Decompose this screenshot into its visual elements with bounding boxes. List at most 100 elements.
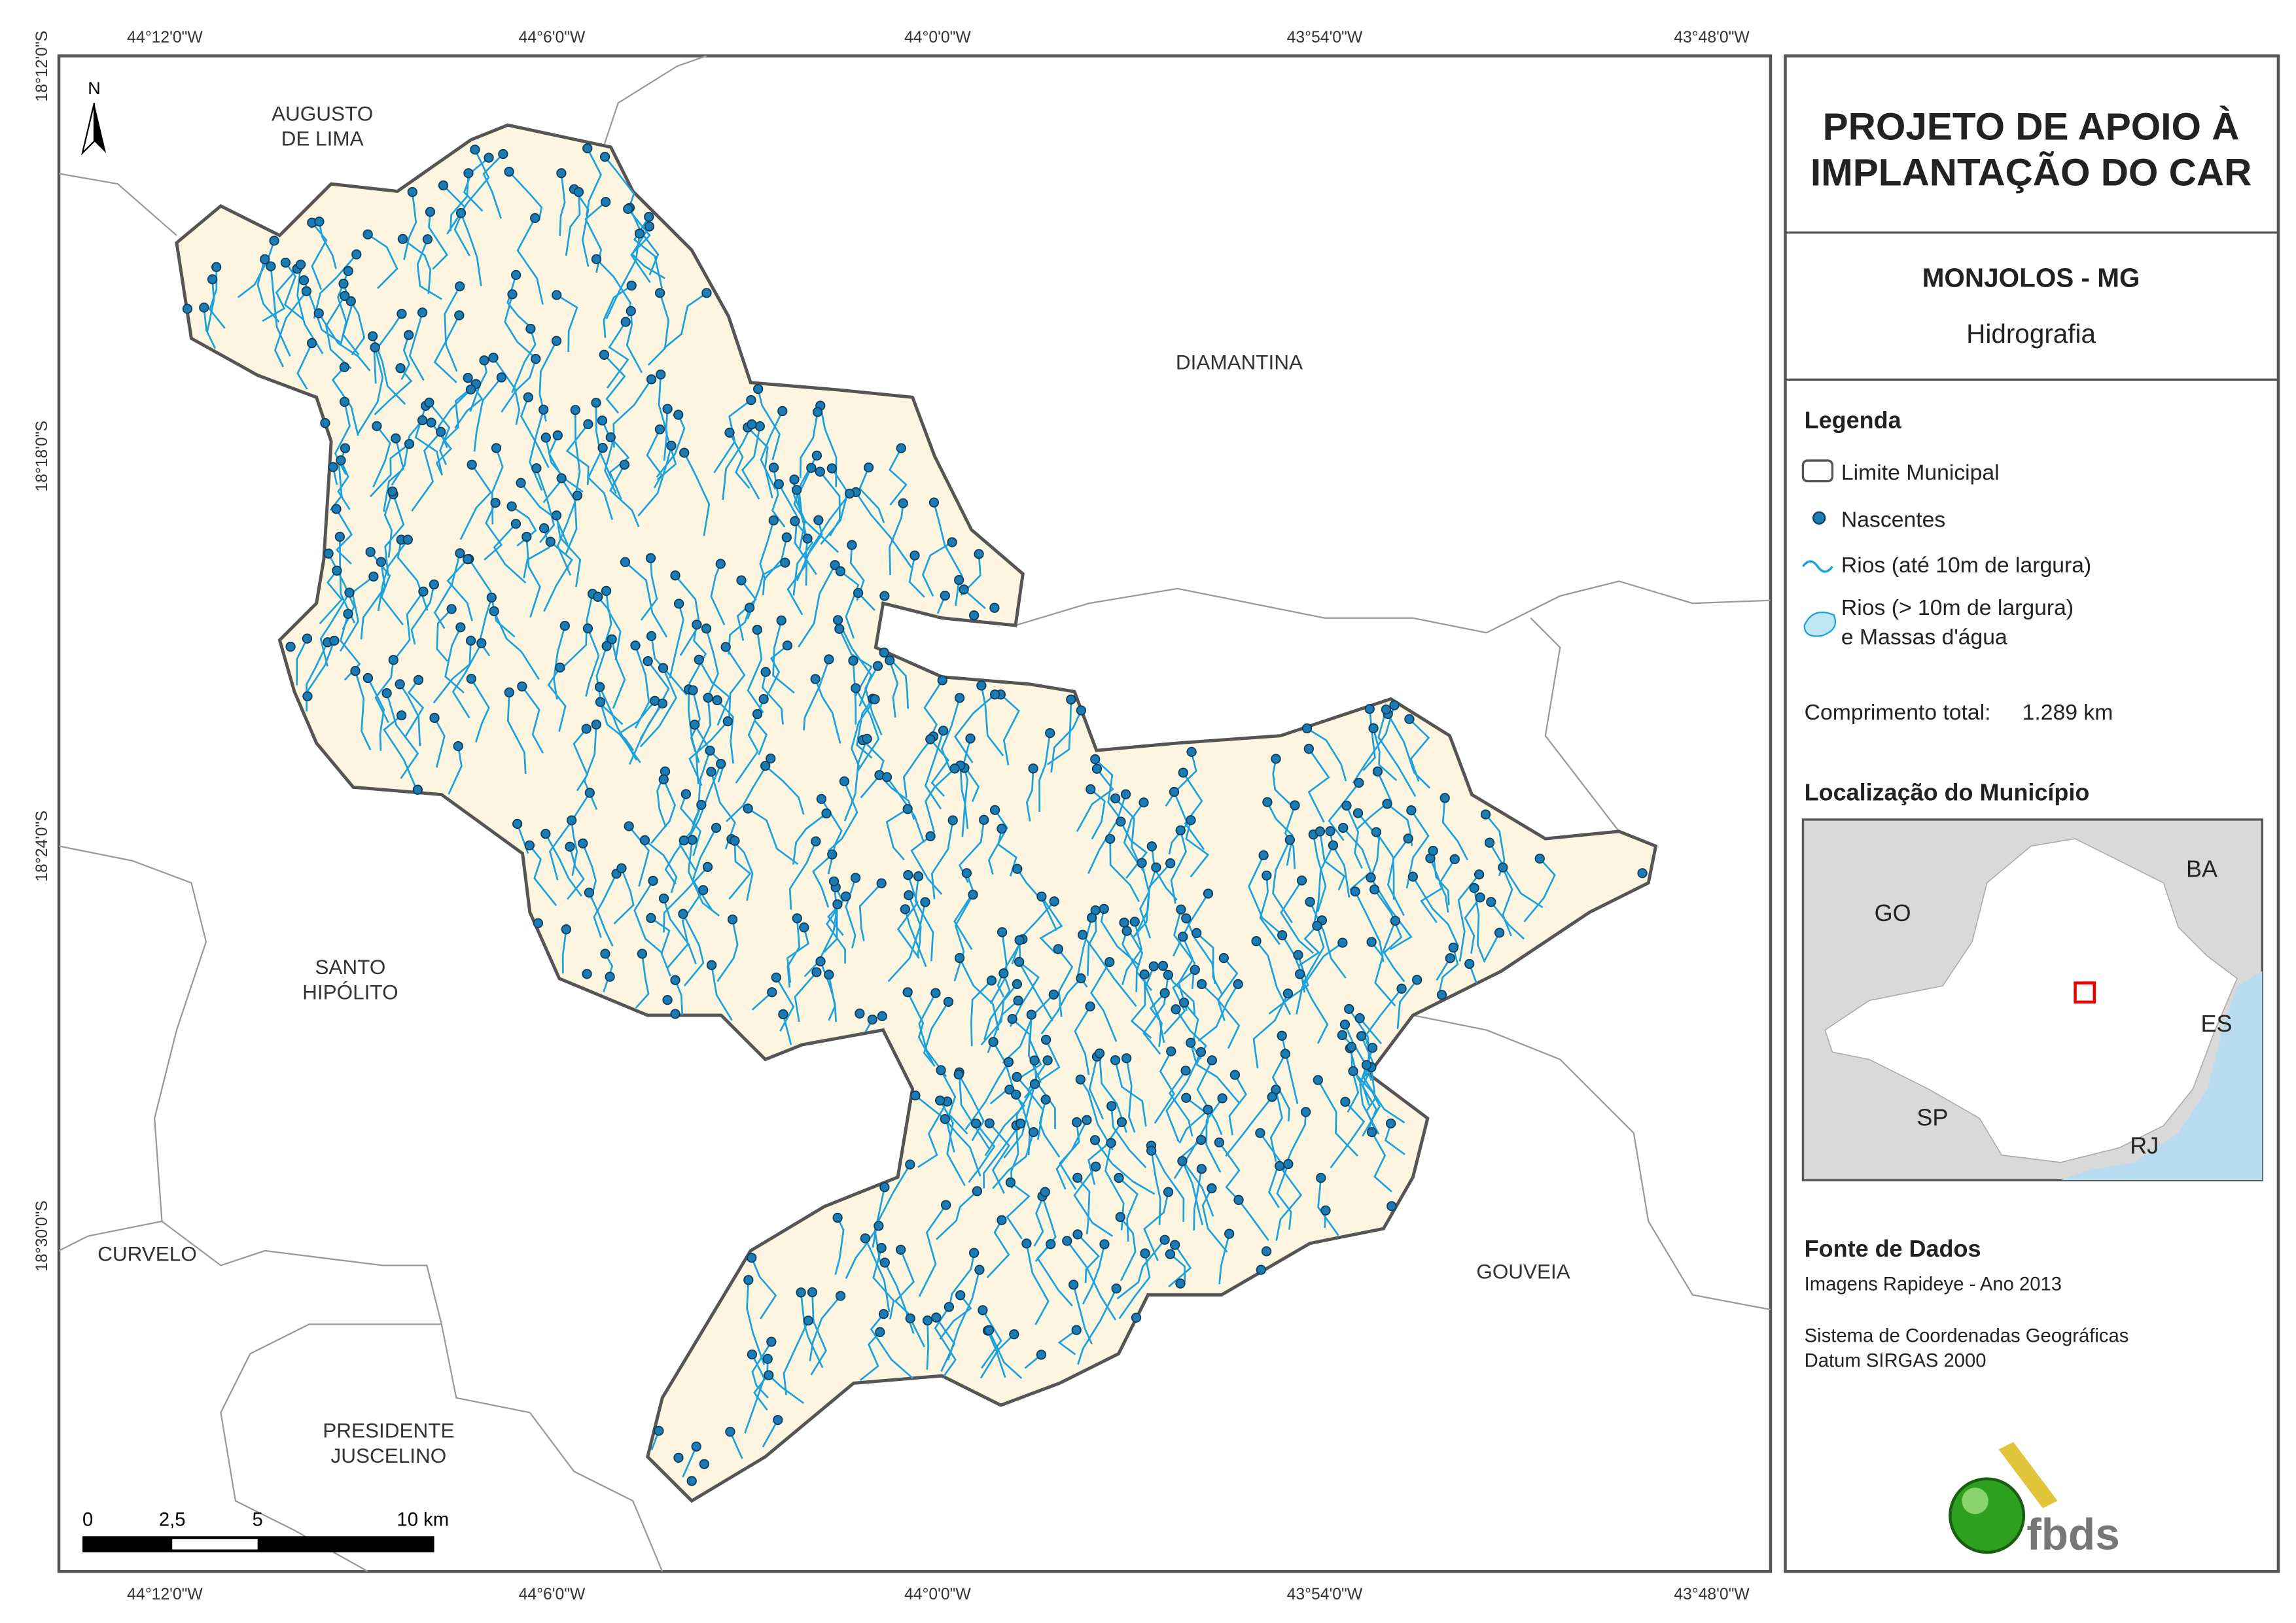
spring [207,274,218,285]
river [1000,693,1020,765]
place-name: DIAMANTINA [1176,351,1303,374]
river [339,536,356,623]
spring [517,681,527,691]
spring [1077,930,1088,940]
spring [1354,1013,1365,1024]
spring [1258,850,1269,861]
spring [313,308,324,319]
river [1163,969,1196,1035]
spring [747,1253,757,1263]
river [741,426,761,500]
river [410,584,435,645]
river [1016,868,1058,932]
side-panel [1784,54,2280,1573]
river [1173,909,1195,990]
spring [302,691,313,702]
river [716,699,734,764]
state-label: GO [1875,899,1911,926]
spring [943,996,954,1007]
spring [902,987,913,998]
spring [507,289,518,300]
panel-dividers [1785,231,2278,381]
river [313,254,357,319]
river [633,216,663,288]
river [618,700,656,763]
spring [489,606,499,617]
river [1094,1139,1156,1195]
river [559,173,566,236]
spring [599,349,610,360]
spring [630,640,641,651]
spring [1303,744,1314,754]
river [988,1329,1023,1380]
river [728,841,752,900]
state-label: BA [2186,856,2217,882]
scale-label: 0 [82,1510,93,1531]
river [915,1094,955,1153]
spring [654,424,665,434]
spring [768,515,779,526]
spring [736,575,747,585]
spring [1192,928,1202,938]
river [504,294,538,360]
river [325,295,352,370]
spring [1090,754,1101,765]
spring [782,640,793,651]
spring [688,685,698,695]
spring [1316,1172,1326,1183]
river [646,428,663,489]
river [663,866,709,933]
spring [504,166,514,177]
river [887,901,927,983]
river [751,1341,773,1399]
spring [1261,1246,1272,1257]
spring [462,554,473,565]
spring [780,557,790,568]
river [987,809,1008,875]
spring [826,463,837,474]
spring [771,972,781,983]
river [1201,983,1241,1049]
river [1248,854,1282,934]
river [1197,983,1239,1042]
river [1319,831,1346,891]
river [889,660,899,718]
spring [879,591,890,601]
spring [314,217,325,227]
river [1080,1079,1114,1151]
river [682,913,705,986]
spring [851,683,861,693]
river [658,374,668,461]
spring [816,794,827,805]
river [762,1419,779,1448]
river [1025,768,1034,822]
river [939,1295,972,1340]
spring [1137,858,1147,868]
spring [551,510,562,521]
place-name: HIPÓLITO [302,980,398,1003]
spring [307,338,317,349]
spring [446,604,457,614]
river [1330,1101,1366,1168]
river [1039,896,1063,954]
spring [413,674,424,686]
spring [1072,1229,1083,1240]
spring [796,1287,806,1298]
spring [343,608,353,620]
river [544,833,582,897]
river [1298,920,1323,967]
spring [910,550,920,561]
river [997,939,1024,998]
spring [968,610,980,621]
spring [1475,892,1485,903]
spring [417,415,428,426]
spring [1122,1053,1132,1064]
spring [844,488,855,499]
spring [570,405,580,415]
river [1120,821,1148,879]
river [1271,1053,1290,1122]
river [1371,941,1396,1007]
river [1023,1039,1061,1099]
river [983,1123,1021,1189]
spring [1196,1164,1207,1174]
